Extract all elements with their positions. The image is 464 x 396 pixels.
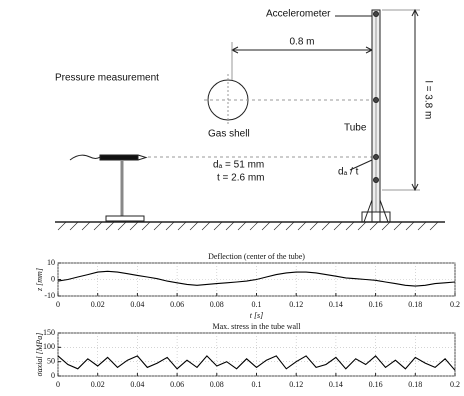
leader [349,159,373,171]
data-line [57,270,456,287]
x-tick-label: 0.14 [329,300,343,309]
y-tick-label: 50 [47,356,55,365]
data-line [57,355,456,371]
y-tick-label: 150 [43,328,55,337]
x-tick-label: 0.2 [450,380,460,389]
label: Gas shell [208,129,250,140]
sensor-tip [137,154,148,161]
x-tick-label: 0.06 [170,380,184,389]
x-tick-label: 0.08 [210,300,224,309]
x-tick-label: 0 [56,380,60,389]
label: t = 2.6 mm [217,173,265,184]
y-tick-label: 0 [51,274,55,283]
sensor [373,177,379,183]
tube-support [363,199,389,223]
label: Pressure measurement [55,73,159,84]
sensor [373,154,379,160]
chart-title: Deflection (center of the tube) [208,252,305,261]
x-tick-label: 0.1 [252,300,262,309]
x-tick-label: 0.02 [91,380,105,389]
y-tick-label: 100 [43,342,55,351]
x-tick-label: 0.16 [369,380,383,389]
arrowheads [411,8,419,192]
x-tick-label: 0.18 [408,380,422,389]
sensor [373,11,379,17]
x-tick-label: 0.1 [252,380,262,389]
label: dₐ / t [338,167,359,178]
x-axis-label: t [s] [250,311,264,320]
y-axis-label: σaxial [MPa] [35,333,44,377]
x-tick-label: 0.02 [91,300,105,309]
hatch [57,221,439,231]
cable [69,154,101,161]
y-tick-label: 10 [47,258,55,267]
label: 0.8 m [289,37,314,48]
label: Tube [344,123,367,134]
tube-base [361,211,391,223]
y-axis-label: z [mm] [35,268,44,292]
y-tick-label: 0 [51,371,55,380]
label: dₐ = 51 mm [213,160,264,171]
y-tick-label: -10 [44,291,55,300]
x-tick-label: 0.18 [408,300,422,309]
x-tick-label: 0 [56,300,60,309]
label: l = 3.8 m [422,81,433,120]
x-tick-label: 0.08 [210,380,224,389]
diagram [55,8,445,231]
x-tick-label: 0.04 [130,380,144,389]
x-tick-label: 0.12 [289,380,303,389]
sensor [373,97,379,103]
x-tick-label: 0.14 [329,380,343,389]
label: Accelerometer [266,9,331,20]
stand-base [105,215,145,222]
pressure-sensor [99,154,139,161]
x-tick-label: 0.12 [289,300,303,309]
x-tick-label: 0.06 [170,300,184,309]
x-tick-label: 0.2 [450,300,460,309]
chart-title: Max. stress in the tube wall [213,322,302,331]
x-tick-label: 0.16 [369,300,383,309]
x-tick-label: 0.04 [130,300,144,309]
